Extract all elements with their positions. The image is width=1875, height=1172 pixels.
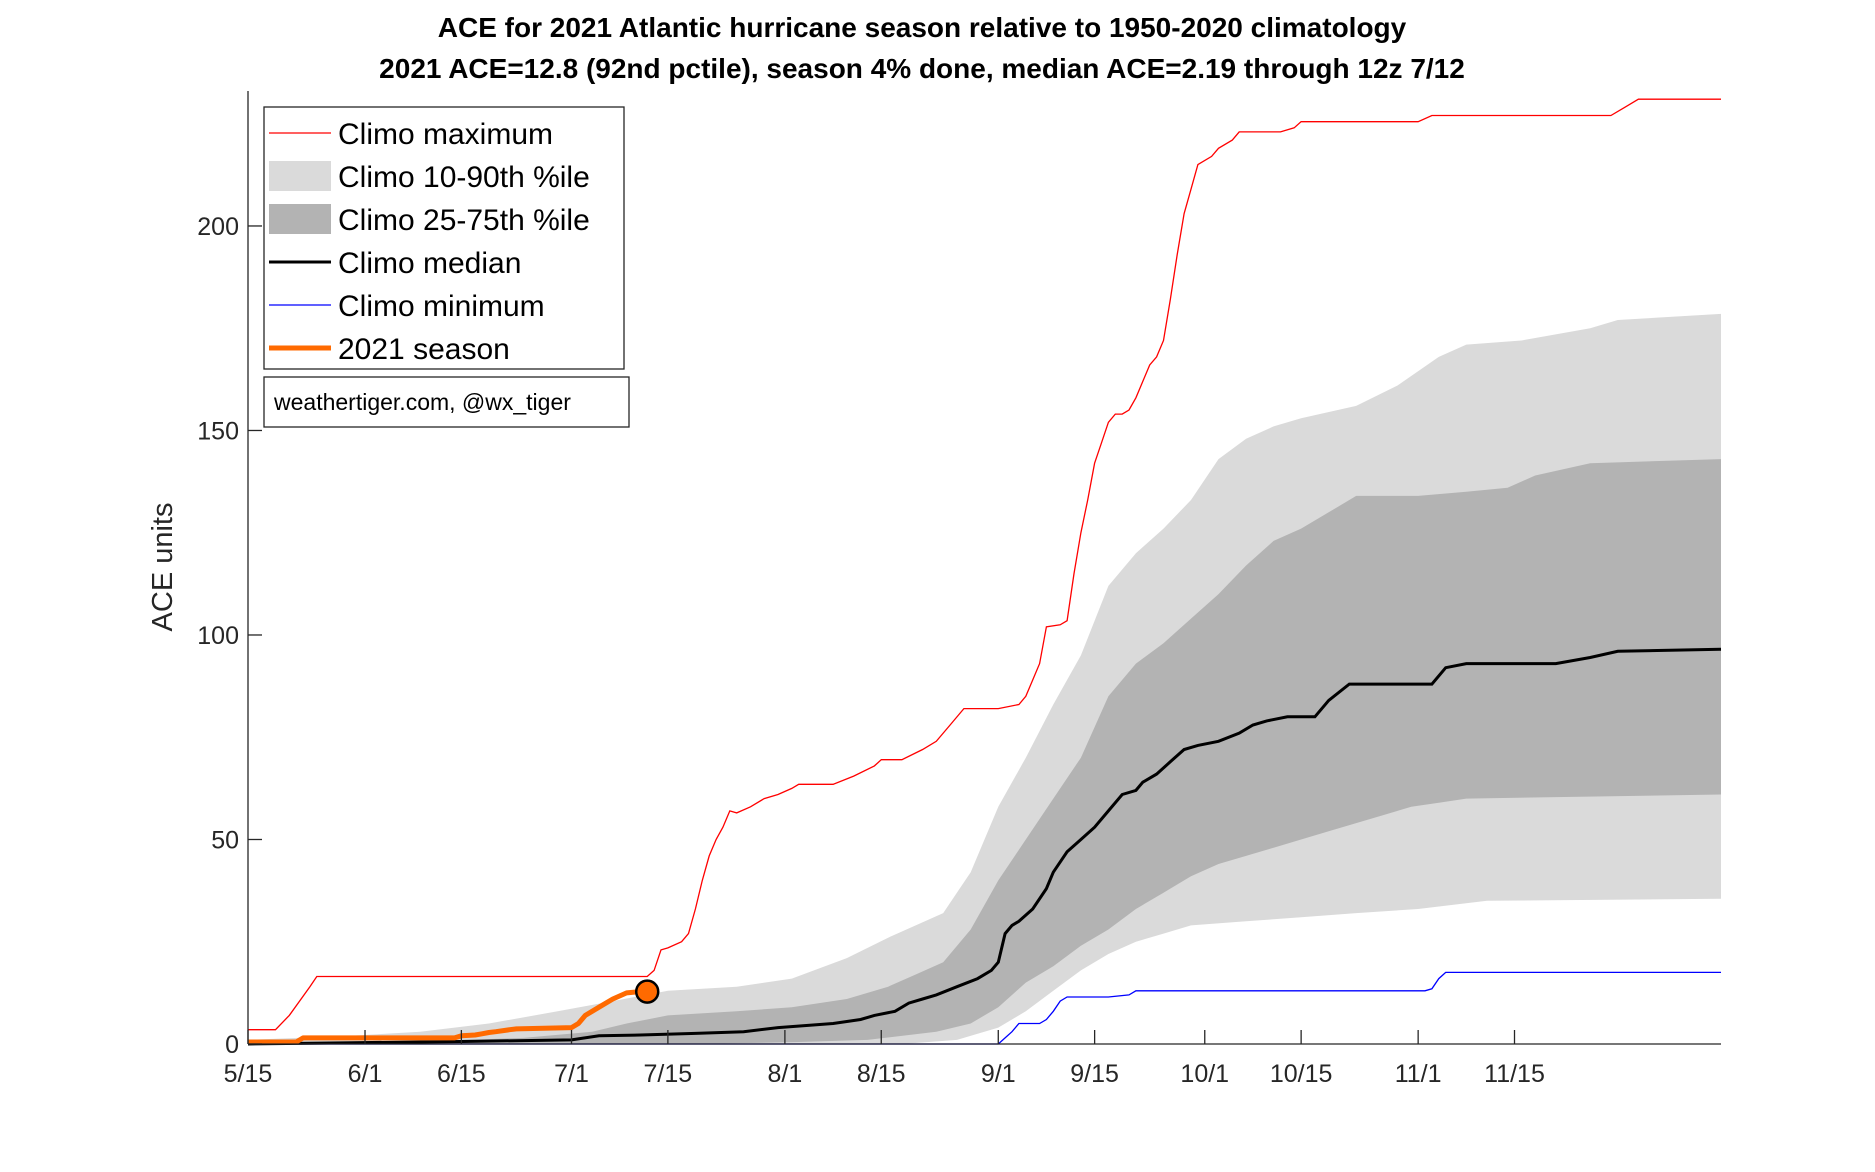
legend-item: Climo 25-75th %ile	[269, 204, 590, 237]
x-tick-label: 9/15	[1070, 1060, 1119, 1088]
axes-layer: 0 50 100 150 200 5/15 6/1 6/15 7/1 7/15 8/1 8/15 9/1…	[197, 91, 1721, 1088]
x-tick-label: 6/1	[348, 1060, 383, 1088]
chart-title: ACE for 2021 Atlantic hurricane season r…	[438, 12, 1407, 43]
x-tick-label: 8/15	[857, 1060, 906, 1088]
legend-swatch	[269, 161, 331, 191]
y-tick-label: 100	[197, 622, 239, 650]
y-tick-label: 150	[197, 417, 239, 445]
y-tick-label: 200	[197, 213, 239, 241]
legend-item: Climo minimum	[269, 290, 545, 323]
legend-label: Climo median	[338, 247, 521, 280]
legend-label: 2021 season	[338, 333, 510, 366]
legend: Climo maximum Climo 10-90th %ile Climo 25-…	[263, 106, 625, 370]
legend-border	[263, 106, 625, 370]
legend-label: Climo 25-75th %ile	[338, 204, 590, 237]
line-climo-minimum	[248, 971, 1721, 1045]
line-climo-maximum	[248, 98, 1721, 1031]
line-climo-median	[247, 647, 1722, 1046]
legend-label: Climo maximum	[338, 118, 553, 151]
legend-swatch	[269, 204, 331, 234]
legend-item: Climo maximum	[269, 118, 553, 151]
credit-box-border	[263, 376, 630, 428]
x-tick-label: 5/15	[224, 1060, 273, 1088]
legend-label: Climo 10-90th %ile	[338, 161, 590, 194]
y-axis-label: ACE units	[147, 503, 179, 632]
legend-item: Climo median	[269, 247, 521, 280]
chart-subtitle: 2021 ACE=12.8 (92nd pctile), season 4% d…	[379, 53, 1465, 84]
credit-box: weathertiger.com, @wx_tiger	[263, 376, 630, 428]
legend-item: Climo 10-90th %ile	[269, 161, 590, 194]
legend-item: 2021 season	[269, 333, 510, 366]
x-tick-label: 11/15	[1484, 1060, 1545, 1088]
line-2021-season	[248, 989, 648, 1045]
x-tick-label: 7/15	[644, 1060, 693, 1088]
season-current-marker	[634, 979, 660, 1004]
lines-layer	[247, 98, 1722, 1046]
x-tick-label: 10/15	[1270, 1060, 1333, 1088]
bands-layer	[248, 313, 1721, 1045]
x-tick-label: 9/1	[981, 1060, 1016, 1088]
y-tick-label: 0	[225, 1031, 239, 1059]
legend-label: Climo minimum	[338, 290, 545, 323]
x-tick-label: 7/1	[554, 1060, 589, 1088]
x-tick-label: 10/1	[1180, 1060, 1229, 1088]
y-tick-label: 50	[211, 826, 239, 854]
band-10-90	[248, 313, 1721, 1044]
credit-text: weathertiger.com, @wx_tiger	[273, 389, 571, 415]
x-tick-label: 11/1	[1395, 1060, 1442, 1088]
band-25-75	[248, 459, 1721, 1045]
x-tick-label: 8/1	[768, 1060, 803, 1088]
x-tick-label: 6/15	[437, 1060, 486, 1088]
